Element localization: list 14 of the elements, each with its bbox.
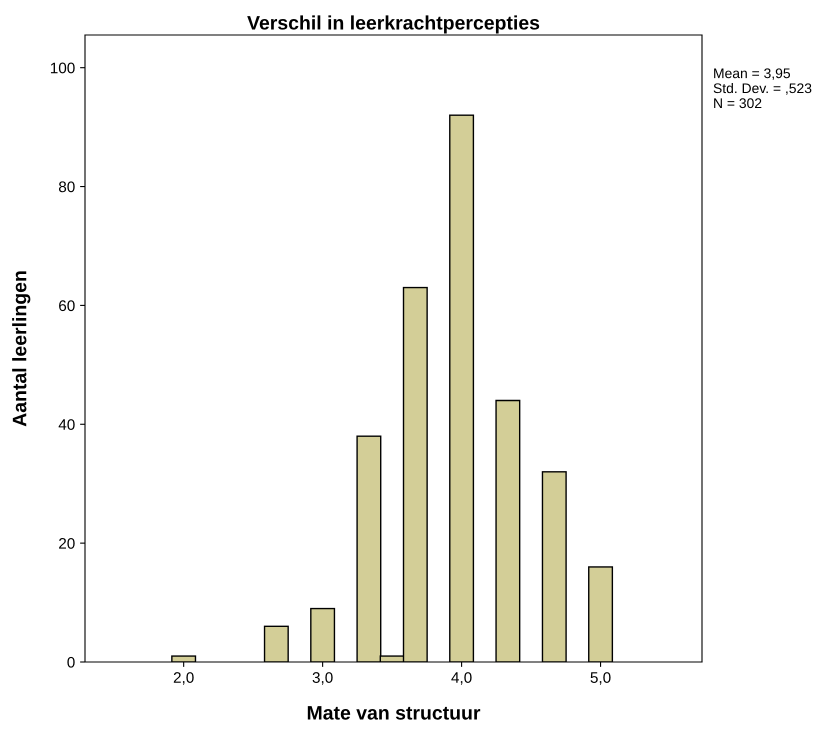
y-tick-label: 20: [59, 538, 75, 549]
chart-title: Verschil in leerkrachtpercepties: [247, 15, 540, 34]
y-tick-label: 60: [59, 300, 75, 312]
y-tick-label: 0: [67, 656, 75, 668]
y-axis-title: Aantal leerlingen: [12, 271, 30, 426]
x-tick-label: 3,0: [312, 672, 333, 685]
y-tick-label: 80: [58, 181, 75, 192]
text: Mean = 3,95 Std. Dev. = ,523 N = 302: [714, 68, 812, 108]
y-tick-label: 40: [58, 419, 75, 430]
x-tick-label: 2,0: [174, 672, 194, 685]
x-axis-title: Mate van structuur: [308, 706, 480, 720]
x-tick-label: 4,0: [451, 672, 472, 685]
y-tick-label: 100: [50, 62, 75, 74]
x-tick-label: 5,0: [590, 672, 611, 685]
